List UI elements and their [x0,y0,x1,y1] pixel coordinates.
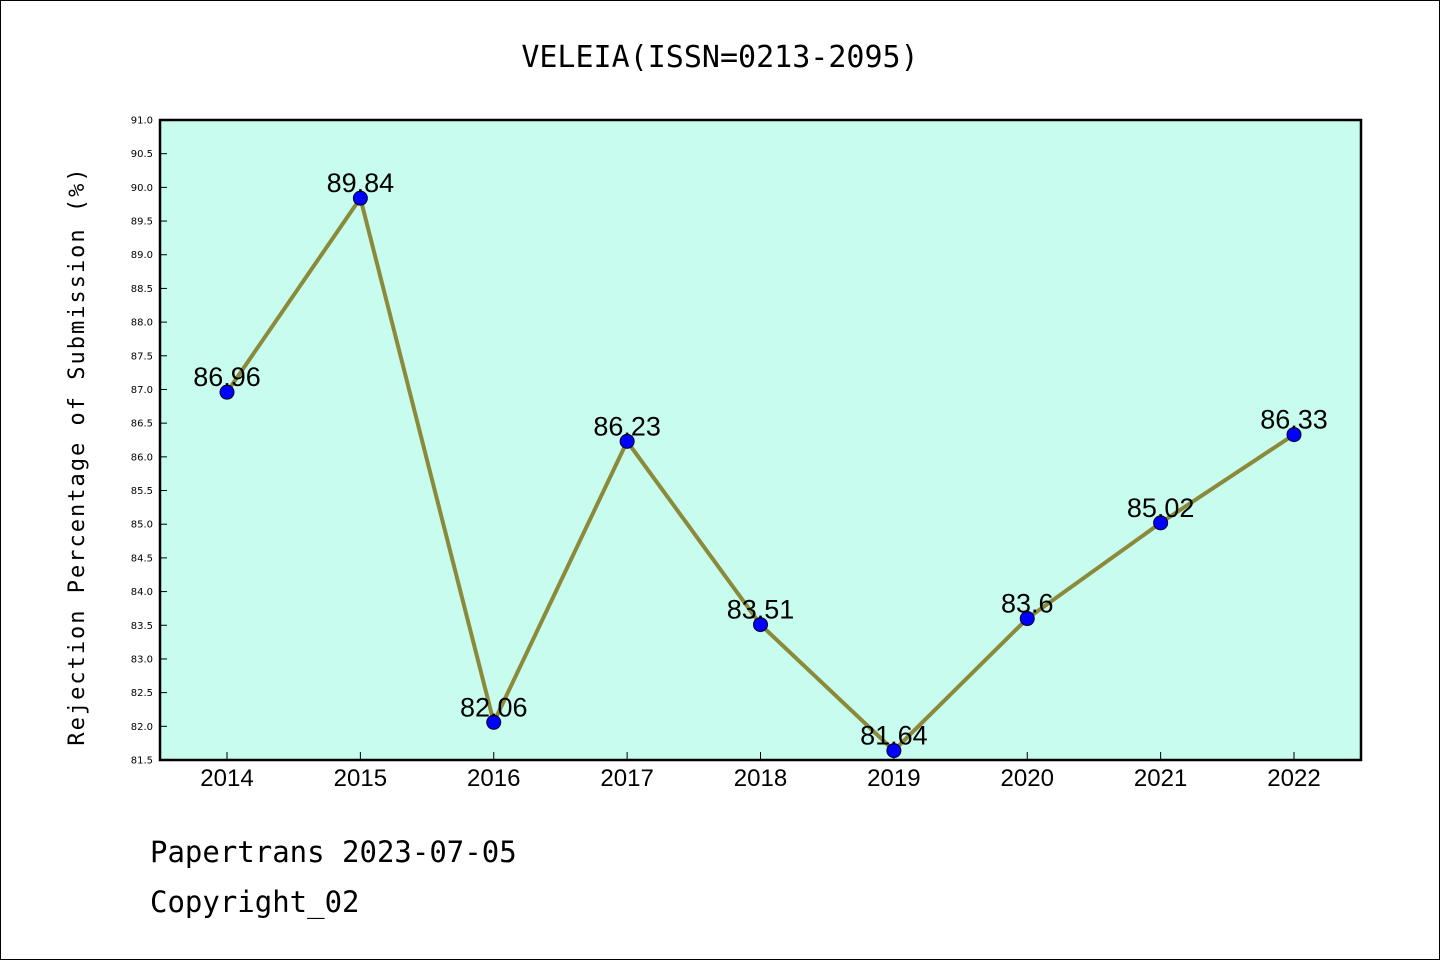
plot-area [160,120,1361,760]
y-tick-label: 83.0 [131,654,153,665]
y-axis-label: Rejection Percentage of Submission (%) [65,166,90,745]
x-tick-label: 2019 [867,765,920,792]
x-tick-label: 2016 [467,765,520,792]
y-tick-label: 85.0 [131,520,153,531]
data-point [619,433,635,449]
y-tick-label: 84.0 [131,587,153,598]
data-label: 86.96 [193,362,261,392]
x-tick-label: 2017 [600,765,653,792]
data-label: 83.6 [1001,589,1054,619]
data-point [753,617,768,633]
y-tick-label: 86.5 [131,419,153,430]
y-tick-label: 82.0 [131,722,153,733]
x-tick-label: 2018 [734,765,787,792]
y-tick-label: 86.0 [131,452,153,463]
data-label: 86.33 [1260,405,1328,435]
chart-title: VELEIA(ISSN=0213-2095) [521,40,918,75]
data-point [886,743,902,759]
x-tick-label: 2020 [1001,765,1054,792]
x-axis: 2014 2015 2016 2017 2018 2019 2020 2021 2022 [200,752,1321,792]
y-tick-label: 84.5 [131,553,153,564]
y-tick-label: 88.0 [131,318,153,329]
footer-copyright: Copyright_02 [150,885,360,919]
y-tick-label: 90.5 [131,149,153,160]
y-tick-label: 88.5 [131,284,153,295]
y-tick-label: 82.5 [131,688,153,699]
x-tick-label: 2021 [1134,765,1187,792]
y-tick-label: 81.5 [131,756,153,767]
data-point [1286,427,1302,443]
data-point [1153,515,1169,531]
y-tick-label: 83.5 [131,621,153,632]
x-tick-label: 2015 [334,765,387,792]
y-tick-label: 89.5 [131,217,153,228]
y-tick-label: 90.0 [131,183,153,194]
data-label: 89.84 [327,168,395,198]
x-tick-label: 2022 [1267,765,1320,792]
data-point [352,190,368,206]
plot-border [158,118,1363,762]
y-tick-label: 85.5 [131,486,153,497]
data-label: 85.02 [1127,493,1195,523]
y-axis: 81.5 82.0 82.5 83.0 83.5 84.0 84.5 85.0 85.5 86.0… [131,116,167,767]
data-label: 86.23 [593,411,661,441]
data-point [219,384,235,400]
y-tick-label: 91.0 [131,116,153,127]
data-markers [219,190,1302,759]
data-labels: 86.96 89.84 82.06 86.23 83.51 81.64 83.6 85.02 8… [193,168,1328,750]
y-tick-label: 89.0 [131,250,153,261]
data-label: 83.51 [727,595,795,625]
y-tick-label: 87.5 [131,351,153,362]
data-label: 82.06 [460,692,528,722]
y-tick-label: 87.0 [131,385,153,396]
footer-date: Papertrans 2023-07-05 [150,835,517,869]
x-tick-label: 2014 [200,765,253,792]
data-label: 81.64 [860,721,928,751]
data-point [1019,611,1035,627]
data-point [486,714,502,730]
